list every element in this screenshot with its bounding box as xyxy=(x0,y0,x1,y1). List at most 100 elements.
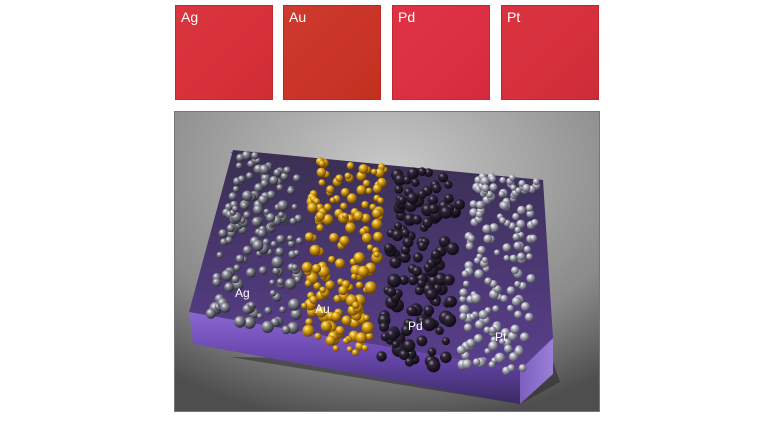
strip-label-pt: Pt xyxy=(495,330,507,344)
nanoparticle xyxy=(318,160,326,168)
nanoparticle xyxy=(473,334,483,344)
nanoparticle xyxy=(292,174,301,183)
nanoparticle xyxy=(397,195,407,205)
nanoparticle xyxy=(205,308,217,319)
nanoparticle xyxy=(506,286,516,295)
nanoparticle xyxy=(269,289,277,297)
nanoparticle xyxy=(287,187,295,195)
nanoparticle xyxy=(340,202,348,210)
nanoparticle xyxy=(225,236,233,244)
nanoparticle xyxy=(459,288,468,297)
nanoparticle xyxy=(220,302,231,313)
nanoparticle xyxy=(444,180,453,189)
substrate-side-face xyxy=(520,338,553,404)
nanoparticle xyxy=(235,162,243,170)
nanoparticle xyxy=(361,321,374,334)
nanoparticle xyxy=(386,287,397,297)
nanoparticle xyxy=(503,344,513,354)
nanoparticle xyxy=(358,164,369,174)
nanoparticle xyxy=(469,208,478,217)
nanoparticle xyxy=(475,210,483,218)
swatch-pt: Pt xyxy=(501,5,599,100)
nanoparticle xyxy=(483,234,493,244)
nanoparticle xyxy=(500,201,509,210)
nanoparticle xyxy=(394,173,406,186)
nanoparticle xyxy=(494,352,506,363)
nanoparticle xyxy=(355,332,367,344)
nanoparticle xyxy=(425,288,438,301)
nanoparticle xyxy=(234,315,246,328)
nanoparticle xyxy=(532,178,540,186)
nanoparticle xyxy=(233,264,241,272)
nanoparticle xyxy=(441,337,450,346)
nanoparticle xyxy=(438,172,449,183)
nanoparticle xyxy=(275,247,285,257)
nanoparticle xyxy=(243,316,256,329)
nanoparticle xyxy=(318,179,326,186)
nanoparticle xyxy=(258,195,268,205)
nanoparticle xyxy=(340,187,350,197)
nanoparticle xyxy=(477,245,486,255)
nanoparticle xyxy=(483,326,491,334)
nanoparticle xyxy=(351,273,358,280)
nanoparticle xyxy=(500,294,508,303)
nanoparticle xyxy=(514,280,521,288)
nanoparticle xyxy=(373,251,380,258)
nanoparticle xyxy=(402,175,412,185)
nanoparticle xyxy=(247,160,255,168)
nanoparticle xyxy=(335,258,345,269)
nanoparticle xyxy=(301,261,313,273)
nanoparticle xyxy=(515,187,522,194)
nanoparticle xyxy=(434,272,448,286)
nanoparticle xyxy=(370,168,378,175)
nanoparticle xyxy=(372,184,382,194)
nanoparticle xyxy=(357,265,370,278)
nanoparticle xyxy=(517,205,526,215)
nanoparticle xyxy=(394,185,404,194)
nanoparticle xyxy=(361,344,369,352)
nanoparticle xyxy=(311,263,322,274)
swatch-ag: Ag xyxy=(175,5,273,100)
nanoparticle xyxy=(364,281,377,294)
nanoparticle xyxy=(430,249,441,260)
nanoparticle xyxy=(412,252,424,263)
nanoparticle xyxy=(523,245,531,254)
nanoparticle xyxy=(352,301,360,309)
nanoparticle xyxy=(417,279,426,288)
nanoparticle xyxy=(287,235,294,242)
render-canvas: Ag Au Pd Pt xyxy=(175,112,599,411)
nanoparticle xyxy=(241,150,252,161)
nanoparticle xyxy=(498,191,505,198)
nanoparticle xyxy=(499,217,506,224)
nanoparticle xyxy=(499,176,507,184)
nanoparticle xyxy=(344,172,352,180)
nanoparticle xyxy=(231,205,239,213)
swatch-label-pd: Pd xyxy=(398,9,416,25)
nanoparticle xyxy=(248,302,255,309)
nanoparticle xyxy=(304,232,314,242)
nanoparticle xyxy=(280,172,289,181)
nanoparticle xyxy=(212,278,222,287)
nanoparticle xyxy=(329,232,339,243)
nanoparticle xyxy=(290,308,302,320)
nanoparticle xyxy=(469,200,478,208)
nanoparticle xyxy=(281,325,291,335)
nanoparticle xyxy=(305,318,313,326)
nanoparticle xyxy=(269,175,279,186)
nanoparticle xyxy=(439,206,453,219)
nanoparticle xyxy=(288,298,301,311)
nanoparticle xyxy=(372,208,382,219)
nanoparticle xyxy=(402,236,414,248)
nanoparticle xyxy=(237,175,246,183)
nanoparticle xyxy=(402,339,416,353)
nanoparticle xyxy=(407,275,418,286)
nanoparticle xyxy=(270,240,278,248)
nanoparticle xyxy=(335,325,345,336)
nanoparticle xyxy=(332,345,339,352)
nanoparticle xyxy=(444,193,454,204)
strip-label-pd: Pd xyxy=(408,319,423,333)
nanoparticle xyxy=(373,231,383,242)
nanoparticle xyxy=(484,348,491,355)
nanoparticle xyxy=(474,320,485,330)
nanoparticle xyxy=(489,175,496,183)
